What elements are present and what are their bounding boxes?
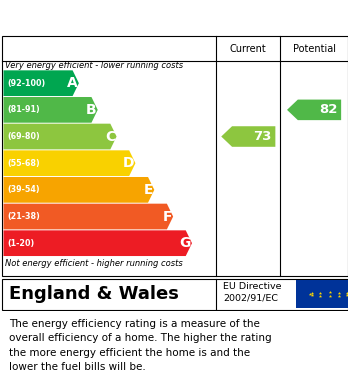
Text: D: D [122, 156, 134, 170]
Polygon shape [221, 126, 275, 147]
Text: (55-68): (55-68) [8, 159, 40, 168]
Text: E: E [143, 183, 153, 197]
Polygon shape [3, 97, 98, 123]
Text: Current: Current [230, 43, 267, 54]
Text: Not energy efficient - higher running costs: Not energy efficient - higher running co… [5, 258, 183, 267]
Text: EU Directive
2002/91/EC: EU Directive 2002/91/EC [223, 282, 282, 303]
Text: 73: 73 [253, 130, 272, 143]
Text: Energy Efficiency Rating: Energy Efficiency Rating [10, 10, 251, 29]
Text: B: B [86, 103, 96, 117]
Text: (1-20): (1-20) [8, 239, 35, 248]
Text: G: G [179, 236, 191, 250]
Polygon shape [3, 230, 192, 256]
Text: (81-91): (81-91) [8, 105, 40, 114]
Polygon shape [3, 151, 135, 176]
Text: (21-38): (21-38) [8, 212, 40, 221]
Text: 82: 82 [319, 103, 338, 117]
Text: C: C [105, 129, 115, 143]
Text: Very energy efficient - lower running costs: Very energy efficient - lower running co… [5, 61, 183, 70]
Polygon shape [3, 177, 154, 203]
Text: (69-80): (69-80) [8, 132, 40, 141]
Text: The energy efficiency rating is a measure of the
overall efficiency of a home. T: The energy efficiency rating is a measur… [9, 319, 271, 372]
Polygon shape [3, 124, 117, 149]
Polygon shape [3, 204, 173, 230]
Text: (39-54): (39-54) [8, 185, 40, 194]
Text: F: F [162, 210, 172, 224]
Polygon shape [287, 100, 341, 120]
Polygon shape [3, 70, 79, 96]
Text: (92-100): (92-100) [8, 79, 46, 88]
Bar [296, 280, 348, 308]
Text: A: A [67, 76, 78, 90]
Text: England & Wales: England & Wales [9, 285, 179, 303]
Text: Potential: Potential [293, 43, 335, 54]
